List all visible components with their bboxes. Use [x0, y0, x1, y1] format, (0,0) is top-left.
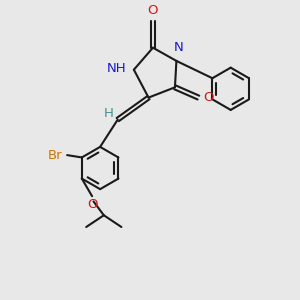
Text: O: O — [88, 198, 98, 211]
Text: NH: NH — [107, 62, 127, 75]
Text: N: N — [174, 40, 184, 54]
Text: O: O — [204, 91, 214, 104]
Text: O: O — [148, 4, 158, 17]
Text: H: H — [104, 107, 114, 120]
Text: Br: Br — [48, 148, 63, 162]
